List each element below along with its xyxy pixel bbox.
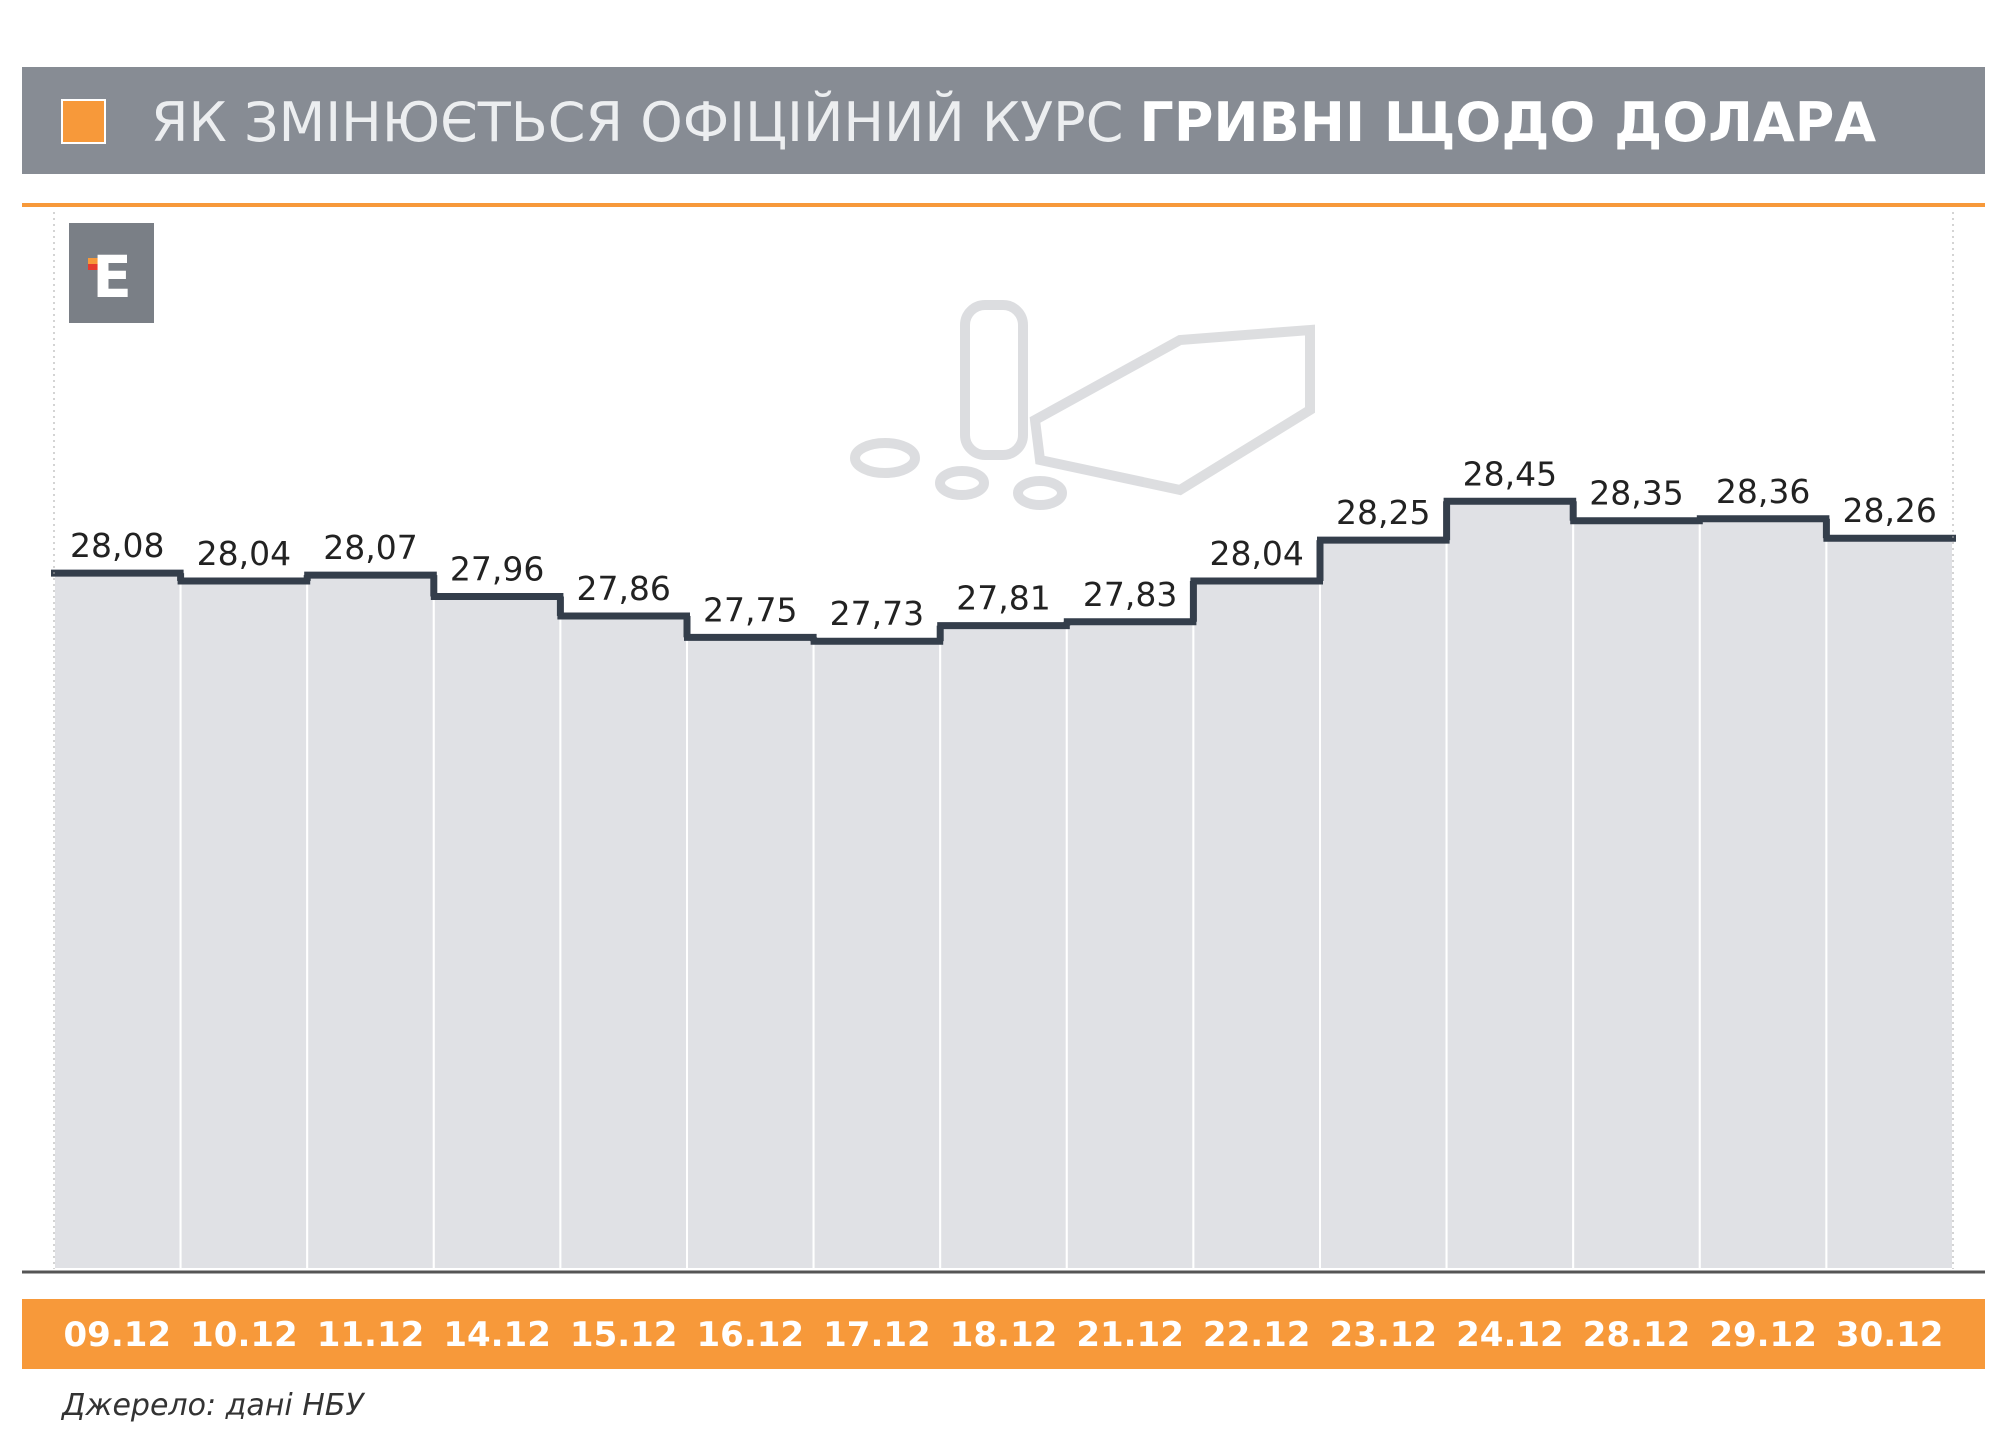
- bar: [432, 595, 562, 1270]
- bar: [1319, 539, 1448, 1270]
- bar: [1445, 500, 1575, 1271]
- x-tick-label: 15.12: [570, 1315, 678, 1355]
- x-tick-label: 09.12: [64, 1315, 172, 1355]
- value-label: 28,07: [323, 528, 417, 567]
- x-tick-label: 11.12: [317, 1315, 425, 1355]
- x-tick-label: 29.12: [1709, 1315, 1817, 1355]
- bar: [559, 614, 689, 1270]
- x-tick-label: 16.12: [697, 1315, 805, 1355]
- value-label: 27,75: [703, 590, 797, 629]
- x-tick-label: 10.12: [190, 1315, 298, 1355]
- logo: Е: [92, 243, 132, 311]
- bar: [1698, 517, 1828, 1270]
- title-bold: ГРИВНІ ЩОДО ДОЛАРА: [1139, 91, 1876, 154]
- x-tick-label: 17.12: [823, 1315, 931, 1355]
- value-label: 27,81: [956, 579, 1050, 618]
- bar: [1572, 519, 1701, 1270]
- title-regular: ЯК ЗМІНЮЄТЬСЯ ОФІЦІЙНИЙ КУРС: [151, 91, 1123, 154]
- bar: [306, 574, 435, 1270]
- logo-accent: [88, 264, 98, 270]
- x-tick-label: 18.12: [950, 1315, 1058, 1355]
- money-illustration: [850, 300, 1315, 510]
- value-label: 27,83: [1083, 575, 1177, 614]
- chart-title: ЯК ЗМІНЮЄТЬСЯ ОФІЦІЙНИЙ КУРС ГРИВНІ ЩОДО …: [151, 91, 1876, 154]
- value-label: 28,08: [70, 526, 164, 565]
- category-band: [22, 1299, 1985, 1369]
- labels: 28,08 09.12 28,04 10.12 28,07 11.12 27,96 14.12…: [64, 454, 1944, 1355]
- value-label: 28,25: [1336, 493, 1430, 532]
- value-label: 27,73: [830, 594, 924, 633]
- value-label: 28,04: [1209, 534, 1303, 573]
- value-label: 28,45: [1463, 454, 1557, 493]
- x-tick-label: 28.12: [1583, 1315, 1691, 1355]
- bar: [939, 624, 1068, 1270]
- bar: [1825, 537, 1955, 1270]
- logo-accent: [88, 258, 98, 264]
- value-label: 28,35: [1589, 474, 1683, 513]
- value-label: 28,26: [1842, 491, 1936, 530]
- x-tick-label: 24.12: [1456, 1315, 1564, 1355]
- x-tick-label: 21.12: [1076, 1315, 1184, 1355]
- x-tick-label: 23.12: [1330, 1315, 1438, 1355]
- plot-area: [51, 497, 1956, 1271]
- bar: [1065, 620, 1195, 1270]
- bar: [53, 572, 182, 1270]
- title-bar: [22, 67, 1985, 174]
- title-rule: [22, 203, 1985, 207]
- bar: [179, 579, 309, 1270]
- source-note: Джерело: дані НБУ: [60, 1388, 365, 1423]
- value-label: 27,86: [576, 569, 670, 608]
- title-marker: [61, 99, 106, 144]
- bar: [812, 640, 942, 1270]
- value-label: 28,36: [1716, 472, 1810, 511]
- value-label: 27,96: [450, 550, 544, 589]
- bar: [1192, 579, 1322, 1270]
- logo-box: [69, 223, 154, 323]
- x-tick-label: 30.12: [1836, 1315, 1944, 1355]
- x-tick-label: 22.12: [1203, 1315, 1311, 1355]
- bar: [686, 636, 815, 1270]
- x-tick-label: 14.12: [443, 1315, 551, 1355]
- value-label: 28,04: [197, 534, 291, 573]
